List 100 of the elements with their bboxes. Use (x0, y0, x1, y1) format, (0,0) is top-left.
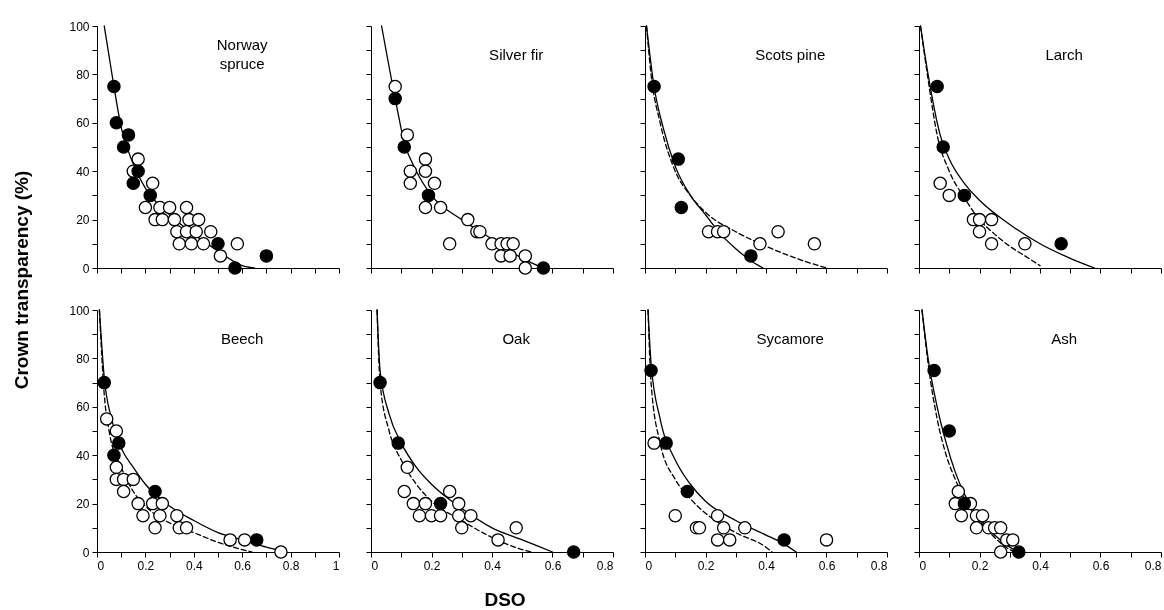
point (659, 436, 673, 450)
text: Oak (502, 330, 531, 347)
point (506, 237, 520, 251)
x-tick-label: 0 (645, 558, 653, 573)
point (412, 508, 427, 523)
point (138, 200, 153, 215)
text: Silver fir (489, 46, 544, 63)
point (716, 521, 731, 535)
point (223, 533, 237, 547)
point (433, 508, 448, 523)
point (112, 436, 126, 450)
point (954, 508, 969, 523)
x-tick-label: 0.8 (870, 558, 888, 573)
y-tick-label: 40 (76, 164, 90, 179)
point (116, 140, 131, 154)
point (518, 249, 533, 263)
point (566, 545, 581, 559)
point (753, 237, 767, 251)
point (136, 508, 150, 523)
point (819, 533, 834, 547)
point (211, 237, 225, 251)
point (536, 261, 551, 275)
point (400, 460, 415, 475)
point (509, 521, 523, 535)
point (167, 212, 182, 227)
point (99, 412, 114, 426)
point (155, 496, 170, 511)
point (121, 128, 136, 142)
y-tick-label: 0 (82, 261, 90, 276)
point (400, 128, 415, 142)
y-tick-label: 80 (76, 67, 90, 82)
y-tick-label: 100 (69, 19, 90, 34)
point (126, 176, 141, 191)
point (951, 484, 966, 499)
x-tick-label: 1 (332, 558, 340, 573)
y-tick-label: 60 (76, 116, 90, 131)
x-tick-label: 0.4 (758, 558, 776, 573)
point (373, 375, 387, 390)
point (518, 261, 533, 275)
text: Ash (1051, 330, 1078, 347)
point (442, 237, 457, 251)
point (671, 152, 686, 166)
point (503, 249, 517, 263)
point (433, 496, 448, 511)
point (170, 508, 184, 523)
point (644, 363, 658, 378)
point (972, 212, 987, 227)
point (957, 496, 972, 511)
point (153, 508, 167, 523)
point (993, 521, 1008, 535)
x-tick-label: 0.6 (818, 558, 836, 573)
text: Sycamore (756, 330, 824, 347)
point (155, 212, 170, 227)
point (984, 237, 999, 251)
point (969, 521, 984, 535)
point (975, 508, 990, 523)
point (259, 249, 274, 263)
point (807, 237, 822, 251)
x-tick-label: 0.8 (1144, 558, 1162, 573)
point (148, 521, 162, 535)
point (391, 436, 405, 450)
x-tick-label: 0.6 (544, 558, 562, 573)
x-tick-label: 0.2 (137, 558, 155, 573)
text: Norway spruce (216, 36, 269, 72)
point (116, 484, 131, 499)
point (957, 188, 972, 203)
point (421, 188, 436, 203)
x-tick-label: 0.2 (971, 558, 989, 573)
point (927, 363, 941, 378)
point (710, 508, 725, 523)
point (107, 79, 121, 94)
point (249, 533, 264, 547)
point (984, 212, 999, 227)
text: Scots pine (755, 46, 826, 63)
point (179, 521, 194, 535)
point (126, 472, 141, 487)
point (668, 508, 683, 523)
point (397, 484, 412, 499)
point (230, 237, 245, 251)
y-tick-label: 100 (69, 303, 90, 318)
point (491, 533, 505, 547)
point (418, 200, 433, 215)
point (433, 200, 448, 215)
point (680, 484, 695, 499)
point (418, 152, 433, 166)
point (143, 188, 158, 203)
point (228, 261, 242, 275)
x-tick-label: 0 (919, 558, 927, 573)
point (1054, 237, 1068, 251)
point (936, 140, 950, 154)
x-tick-label: 0 (97, 558, 105, 573)
x-tick-label: 0.8 (596, 558, 614, 573)
point (179, 200, 194, 215)
point (674, 200, 689, 215)
point (942, 188, 957, 203)
point (109, 116, 124, 130)
y-tick-label: 20 (76, 497, 90, 512)
point (777, 533, 791, 547)
y-tick-label: 40 (76, 448, 90, 463)
point (451, 508, 466, 523)
